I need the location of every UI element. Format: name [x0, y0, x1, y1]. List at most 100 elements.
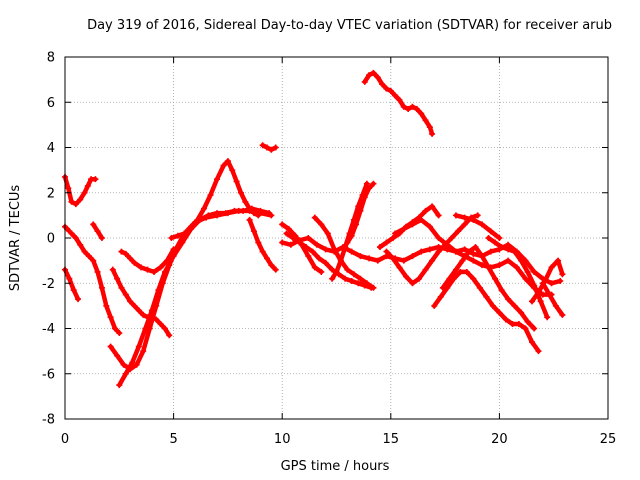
data-point: [535, 289, 542, 296]
data-point: [157, 264, 164, 271]
data-point: [489, 302, 496, 309]
data-point: [396, 96, 403, 103]
data-point: [259, 248, 266, 255]
data-point: [344, 266, 351, 273]
data-point: [461, 221, 468, 228]
data-point: [340, 246, 347, 253]
data-point: [164, 257, 171, 264]
data-point: [485, 235, 492, 241]
data-point: [322, 246, 329, 253]
chart-title: Day 319 of 2016, Sidereal Day-to-day VTE…: [87, 18, 612, 33]
data-point: [452, 248, 459, 255]
data-point: [263, 255, 270, 262]
data-point: [214, 210, 221, 217]
data-point: [114, 352, 121, 359]
data-point: [505, 246, 512, 253]
data-point: [502, 316, 509, 323]
data-point: [135, 307, 142, 314]
x-tick-label: 25: [600, 432, 617, 447]
data-point: [444, 241, 451, 248]
data-point: [505, 257, 512, 264]
data-point: [77, 241, 84, 248]
data-point: [174, 232, 181, 239]
data-point: [383, 85, 390, 92]
data-point: [129, 359, 136, 366]
data-point: [311, 214, 318, 221]
data-point: [461, 214, 468, 221]
data-point: [511, 302, 518, 309]
data-point: [485, 264, 492, 271]
data-point: [392, 230, 399, 237]
data-point: [357, 207, 364, 214]
data-point: [383, 239, 390, 246]
data-point: [470, 257, 477, 264]
data-point: [357, 253, 364, 260]
data-point: [303, 244, 310, 251]
ticks-layer: -8 -6 -4 -2 0 2 4 6 8 0 5 10 15 20 25: [42, 51, 616, 448]
data-point: [268, 262, 275, 269]
data-point: [109, 266, 116, 273]
data-point: [350, 271, 357, 278]
data-point: [122, 291, 129, 298]
data-point: [296, 239, 303, 246]
data-point: [435, 212, 442, 219]
data-point: [140, 311, 147, 318]
series-arc17: [340, 181, 376, 252]
data-point: [546, 291, 553, 298]
x-tick-label: 15: [383, 432, 400, 447]
data-point: [363, 280, 370, 287]
data-point: [90, 221, 97, 228]
data-point: [266, 210, 273, 217]
data-point: [370, 180, 377, 187]
data-point: [111, 325, 118, 332]
data-point: [131, 259, 138, 266]
data-point: [409, 221, 416, 228]
data-point: [383, 248, 390, 255]
data-point: [418, 248, 425, 255]
data-point: [122, 250, 129, 257]
data-point: [559, 311, 566, 318]
y-tick-label: -6: [42, 367, 55, 382]
x-tick-label: 0: [61, 432, 69, 447]
data-point: [400, 103, 407, 110]
data-point: [246, 216, 253, 223]
data-point: [518, 309, 525, 316]
data-point: [505, 296, 512, 303]
data-point: [492, 275, 499, 282]
data-point: [389, 235, 396, 241]
data-point: [205, 212, 212, 219]
data-point: [194, 216, 201, 223]
data-point: [470, 216, 477, 223]
data-point: [355, 280, 362, 287]
data-point: [140, 348, 147, 355]
data-point: [98, 284, 105, 291]
data-point: [103, 302, 110, 309]
grid-layer: [65, 57, 608, 419]
data-point: [231, 207, 238, 214]
data-point: [342, 275, 349, 282]
data-point: [426, 124, 433, 131]
data-point: [518, 257, 525, 264]
data-point: [90, 257, 97, 264]
series-arc11: [260, 142, 278, 153]
data-point: [539, 280, 546, 287]
data-point: [446, 275, 453, 282]
data-point: [422, 207, 429, 214]
data-point: [448, 235, 455, 241]
data-point: [70, 287, 77, 294]
y-tick-label: 4: [47, 141, 55, 156]
data-point: [413, 106, 420, 113]
data-point: [242, 198, 249, 205]
data-point: [337, 257, 344, 264]
data-point: [279, 239, 286, 246]
data-point: [114, 275, 121, 282]
data-point: [544, 314, 551, 321]
data-point: [285, 225, 292, 232]
data-point: [363, 180, 370, 187]
series-arc8: [119, 247, 176, 275]
data-point: [329, 266, 336, 273]
data-point: [463, 268, 470, 275]
data-point: [348, 232, 355, 239]
data-point: [207, 192, 214, 199]
